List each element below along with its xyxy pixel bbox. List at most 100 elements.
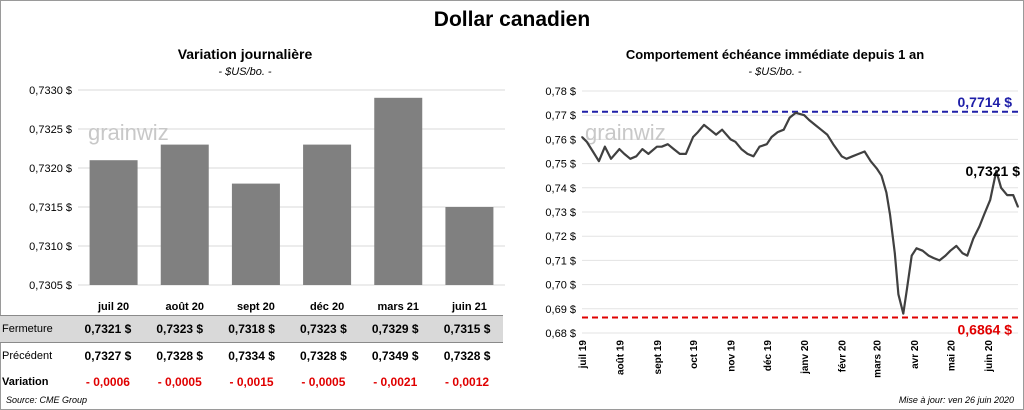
data-point <box>581 136 583 138</box>
x-tick-label: avr 20 <box>910 340 921 369</box>
bar <box>445 207 494 285</box>
table-cell: 0,7318 $ <box>215 315 288 343</box>
min-label: 0,6864 $ <box>958 322 1013 338</box>
data-point <box>794 111 797 114</box>
y-tick-label: 0,72 $ <box>545 231 576 243</box>
bar-chart: 0,7305 $ 0,7310 $ 0,7315 $ 0,7320 $ 0,7325 $… <box>29 85 505 313</box>
table-cell: 0,7328 $ <box>443 349 491 363</box>
table-cell: - 0,0005 <box>157 375 202 389</box>
data-point <box>869 160 872 162</box>
bar <box>160 144 209 285</box>
x-tick-label: mars 21 <box>377 301 419 313</box>
data-point <box>938 259 941 262</box>
data-point <box>623 153 626 155</box>
table-cell: - 0,0021 <box>373 375 418 389</box>
data-point <box>814 124 816 126</box>
data-point <box>906 288 908 291</box>
data-point <box>709 128 711 131</box>
data-point <box>782 128 785 131</box>
data-point <box>765 143 768 146</box>
y-tick-label: 0,78 $ <box>545 86 576 98</box>
data-point <box>660 145 663 148</box>
data-point <box>845 157 848 160</box>
update-note: Mise à jour: ven 26 juin 2020 <box>898 395 1014 405</box>
data-point <box>803 114 806 116</box>
x-tick-label: sept 20 <box>237 301 275 313</box>
data-point <box>746 153 749 155</box>
row-label: Variation <box>2 376 49 388</box>
table-row-fermeture: Fermeture 0,7321 $ 0,7323 $ 0,7318 $ 0,7… <box>0 315 503 343</box>
data-point <box>770 136 773 138</box>
data-point <box>932 257 935 259</box>
y-tick-label: 0,68 $ <box>545 328 576 340</box>
bar <box>89 160 138 285</box>
y-tick-label: 0,7305 $ <box>29 280 72 292</box>
data-point <box>894 252 896 254</box>
data-point <box>752 155 755 158</box>
watermark: grainwiz <box>585 120 666 145</box>
y-tick-label: 0,70 $ <box>545 280 576 292</box>
data-point <box>910 254 913 257</box>
data-point <box>889 213 891 216</box>
table-cell: 0,7327 $ <box>84 349 132 363</box>
y-tick-label: 0,77 $ <box>545 110 576 122</box>
data-point <box>1012 194 1014 196</box>
row-label: Précédent <box>2 350 53 362</box>
x-tick-label: août 20 <box>165 301 204 313</box>
row-label: Fermeture <box>0 315 72 343</box>
right-chart-title: Comportement échéance immédiate depuis 1… <box>625 47 925 62</box>
y-tick-label: 0,7320 $ <box>29 163 72 175</box>
last-value-label: 0,7321 $ <box>966 163 1021 179</box>
data-point <box>758 145 761 148</box>
data-point <box>598 160 600 162</box>
left-chart-unit: - $US/bo. - <box>218 66 272 78</box>
table-cell: 0,7321 $ <box>72 315 144 343</box>
table-cell: 0,7323 $ <box>143 315 216 343</box>
data-point <box>604 145 606 148</box>
data-point <box>610 157 612 160</box>
y-tick-label: 0,7330 $ <box>29 85 72 97</box>
table-cell: - 0,0012 <box>445 375 490 389</box>
data-point <box>995 170 998 172</box>
data-table: Fermeture 0,7321 $ 0,7323 $ 0,7318 $ 0,7… <box>0 315 503 395</box>
data-point <box>586 141 588 143</box>
x-tick-label: sept 19 <box>653 340 664 375</box>
table-cell: 0,7315 $ <box>431 315 503 343</box>
table-cell: - 0,0005 <box>301 375 346 389</box>
data-point <box>740 148 743 150</box>
x-tick-label: oct 19 <box>689 340 700 369</box>
y-tick-label: 0,73 $ <box>545 207 576 219</box>
y-tick-label: 0,7315 $ <box>29 202 72 214</box>
y-tick-label: 0,7325 $ <box>29 124 72 136</box>
bar <box>374 97 423 285</box>
data-point <box>647 153 650 155</box>
source-note: Source: CME Group <box>6 395 88 405</box>
data-point <box>715 133 717 136</box>
data-point <box>955 245 958 247</box>
table-row-variation: Variation - 0,0006 - 0,0005 - 0,0015 - 0… <box>0 369 503 395</box>
line-chart: 0,68 $ 0,69 $ 0,70 $ 0,71 $ 0,72 $ 0,73 $ 0,74… <box>545 86 1021 378</box>
data-point <box>820 128 822 131</box>
data-point <box>972 237 975 240</box>
data-point <box>863 150 866 153</box>
data-point <box>1006 194 1008 196</box>
data-point <box>618 148 621 150</box>
y-tick-label: 0,74 $ <box>545 183 576 195</box>
data-point <box>826 133 828 136</box>
table-cell: 0,7349 $ <box>371 349 419 363</box>
data-point <box>944 254 947 257</box>
data-point <box>697 131 699 133</box>
data-point <box>989 199 992 201</box>
y-tick-label: 0,76 $ <box>545 134 576 146</box>
x-tick-label: mars 20 <box>873 340 884 378</box>
data-point <box>880 174 883 177</box>
data-point <box>729 138 732 141</box>
data-point <box>949 249 952 252</box>
data-point <box>685 153 687 155</box>
table-cell: 0,7334 $ <box>228 349 275 363</box>
data-point <box>966 254 969 257</box>
max-label: 0,7714 $ <box>958 94 1013 110</box>
data-point <box>641 148 644 150</box>
data-point <box>672 148 675 150</box>
bar <box>231 183 280 285</box>
